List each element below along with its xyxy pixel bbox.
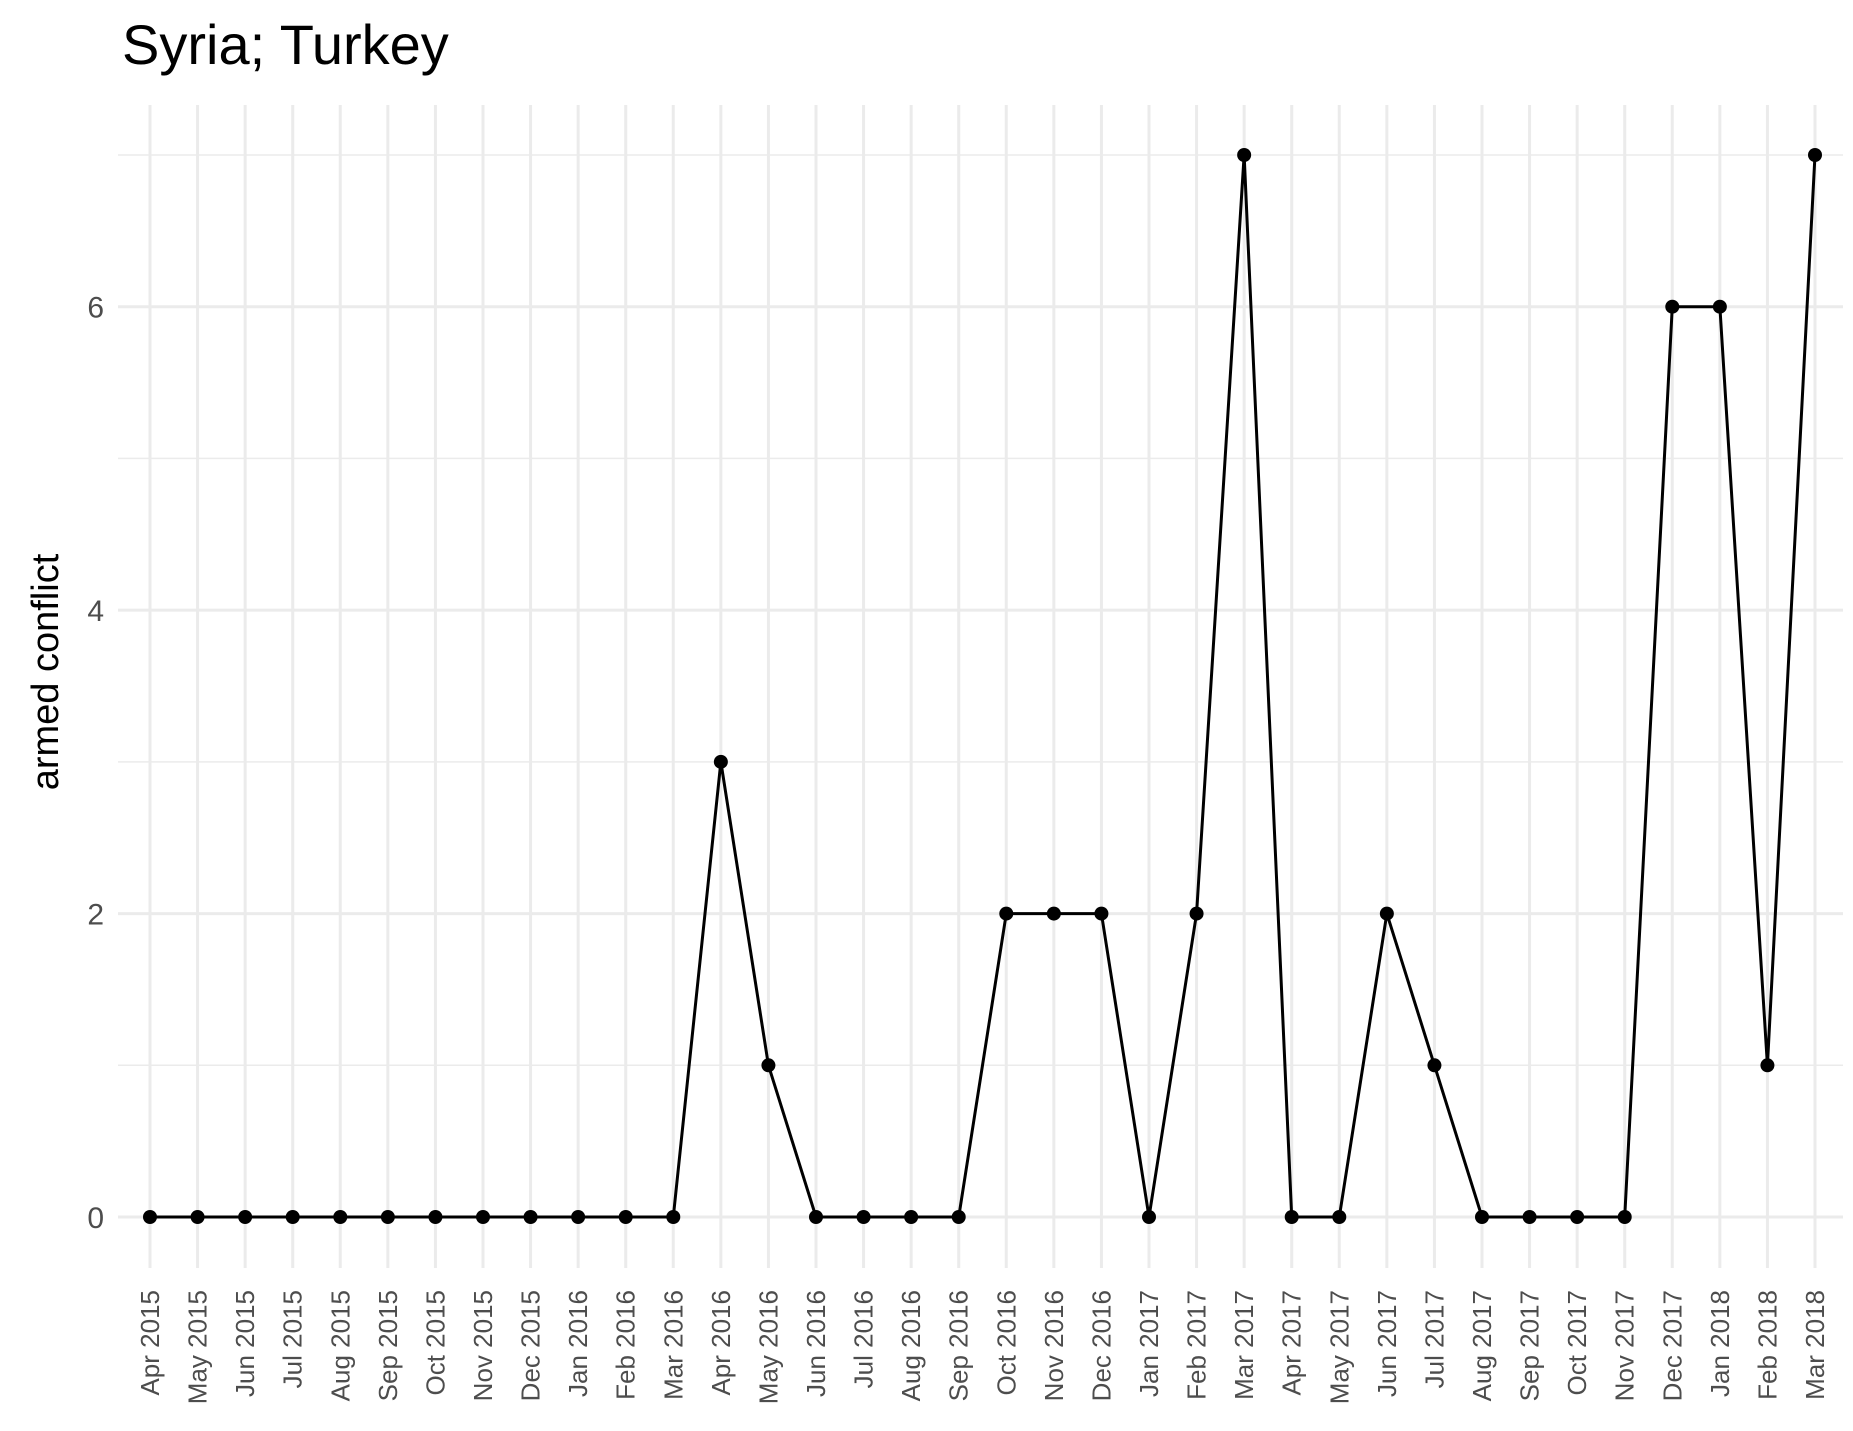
x-tick-label: Jun 2016 xyxy=(801,1290,831,1397)
x-tick-label: Jul 2015 xyxy=(278,1290,308,1388)
x-tick-label: Sep 2017 xyxy=(1515,1290,1545,1401)
x-tick-label: Jan 2017 xyxy=(1134,1290,1164,1397)
data-point xyxy=(190,1210,205,1224)
data-point xyxy=(951,1210,966,1224)
data-point xyxy=(1570,1210,1585,1224)
series-points-layer xyxy=(143,148,1822,1224)
x-tick-label: Aug 2015 xyxy=(325,1290,355,1401)
data-point xyxy=(1427,1058,1442,1073)
data-point xyxy=(476,1210,490,1224)
data-point xyxy=(143,1210,157,1224)
x-tick-label: May 2017 xyxy=(1324,1290,1354,1404)
series-line xyxy=(150,153,1817,1219)
data-point xyxy=(1712,299,1727,314)
data-point xyxy=(904,1210,919,1224)
x-tick-label: Feb 2018 xyxy=(1752,1290,1782,1400)
data-point xyxy=(761,1058,776,1073)
x-tick-label: Jun 2015 xyxy=(230,1290,260,1397)
data-point xyxy=(1379,906,1394,921)
x-tick-label: May 2016 xyxy=(753,1290,783,1404)
data-point xyxy=(571,1210,586,1224)
x-tick-label: Dec 2016 xyxy=(1086,1290,1116,1401)
data-point xyxy=(1617,1210,1632,1224)
data-point xyxy=(428,1210,443,1224)
x-tick-label: Dec 2017 xyxy=(1657,1290,1687,1401)
x-tick-label: Aug 2017 xyxy=(1467,1290,1497,1401)
x-tick-label: Nov 2015 xyxy=(468,1290,498,1401)
data-point xyxy=(333,1210,348,1224)
y-axis-ticks: 0 2 4 6 xyxy=(87,292,104,1235)
x-tick-label: Dec 2015 xyxy=(516,1290,546,1401)
x-tick-label: Sep 2015 xyxy=(373,1290,403,1401)
series-line-layer xyxy=(150,153,1817,1219)
data-point xyxy=(1284,1210,1299,1224)
data-point xyxy=(1094,906,1109,921)
x-tick-label: Oct 2015 xyxy=(420,1290,450,1396)
x-tick-label: Jul 2017 xyxy=(1419,1290,1449,1388)
x-tick-label: Nov 2017 xyxy=(1610,1290,1640,1401)
data-point xyxy=(809,1210,823,1224)
data-point xyxy=(666,1210,681,1224)
x-tick-label: Oct 2016 xyxy=(991,1290,1021,1396)
x-tick-label: Feb 2016 xyxy=(611,1290,641,1400)
y-tick-label: 6 xyxy=(87,292,104,325)
data-point xyxy=(856,1210,871,1224)
data-point xyxy=(713,754,728,769)
data-point xyxy=(1475,1210,1489,1224)
y-tick-label: 4 xyxy=(87,595,104,628)
data-point xyxy=(1237,148,1252,162)
y-axis-title: armed conflict xyxy=(25,553,67,790)
data-point xyxy=(618,1210,633,1224)
x-tick-label: Apr 2016 xyxy=(706,1290,736,1396)
data-point xyxy=(238,1210,253,1224)
x-axis-ticks: Apr 2015 May 2015 Jun 2015 Jul 2015 Aug 2015… xyxy=(135,1290,1830,1404)
x-tick-label: Mar 2016 xyxy=(658,1290,688,1400)
x-tick-label: Sep 2016 xyxy=(944,1290,974,1401)
x-tick-label: Jan 2016 xyxy=(563,1290,593,1397)
data-point xyxy=(523,1210,538,1224)
x-tick-label: Oct 2017 xyxy=(1562,1290,1592,1396)
data-point xyxy=(1046,906,1061,921)
x-tick-label: Mar 2017 xyxy=(1229,1290,1259,1400)
y-tick-label: 0 xyxy=(87,1202,104,1235)
x-tick-label: Apr 2017 xyxy=(1277,1290,1307,1396)
data-point xyxy=(1808,148,1822,162)
x-tick-label: Aug 2016 xyxy=(896,1290,926,1401)
x-tick-label: Feb 2017 xyxy=(1182,1290,1212,1400)
data-point xyxy=(1332,1210,1347,1224)
data-point xyxy=(1189,906,1204,921)
chart-title: Syria; Turkey xyxy=(122,13,449,76)
x-tick-label: Apr 2015 xyxy=(135,1290,165,1396)
data-point xyxy=(285,1210,300,1224)
data-point xyxy=(999,906,1014,921)
data-point xyxy=(1142,1210,1156,1224)
x-tick-label: Jan 2018 xyxy=(1705,1290,1735,1397)
y-tick-label: 2 xyxy=(87,899,104,932)
data-point xyxy=(1760,1058,1775,1073)
x-tick-label: Nov 2016 xyxy=(1039,1290,1069,1401)
data-point xyxy=(380,1210,395,1224)
data-point xyxy=(1522,1210,1537,1224)
grid-layer xyxy=(118,105,1843,1268)
x-tick-label: May 2015 xyxy=(183,1290,213,1404)
data-point xyxy=(1665,299,1680,314)
x-tick-label: Jun 2017 xyxy=(1372,1290,1402,1397)
x-tick-label: Mar 2018 xyxy=(1800,1290,1830,1400)
x-tick-label: Jul 2016 xyxy=(849,1290,879,1388)
